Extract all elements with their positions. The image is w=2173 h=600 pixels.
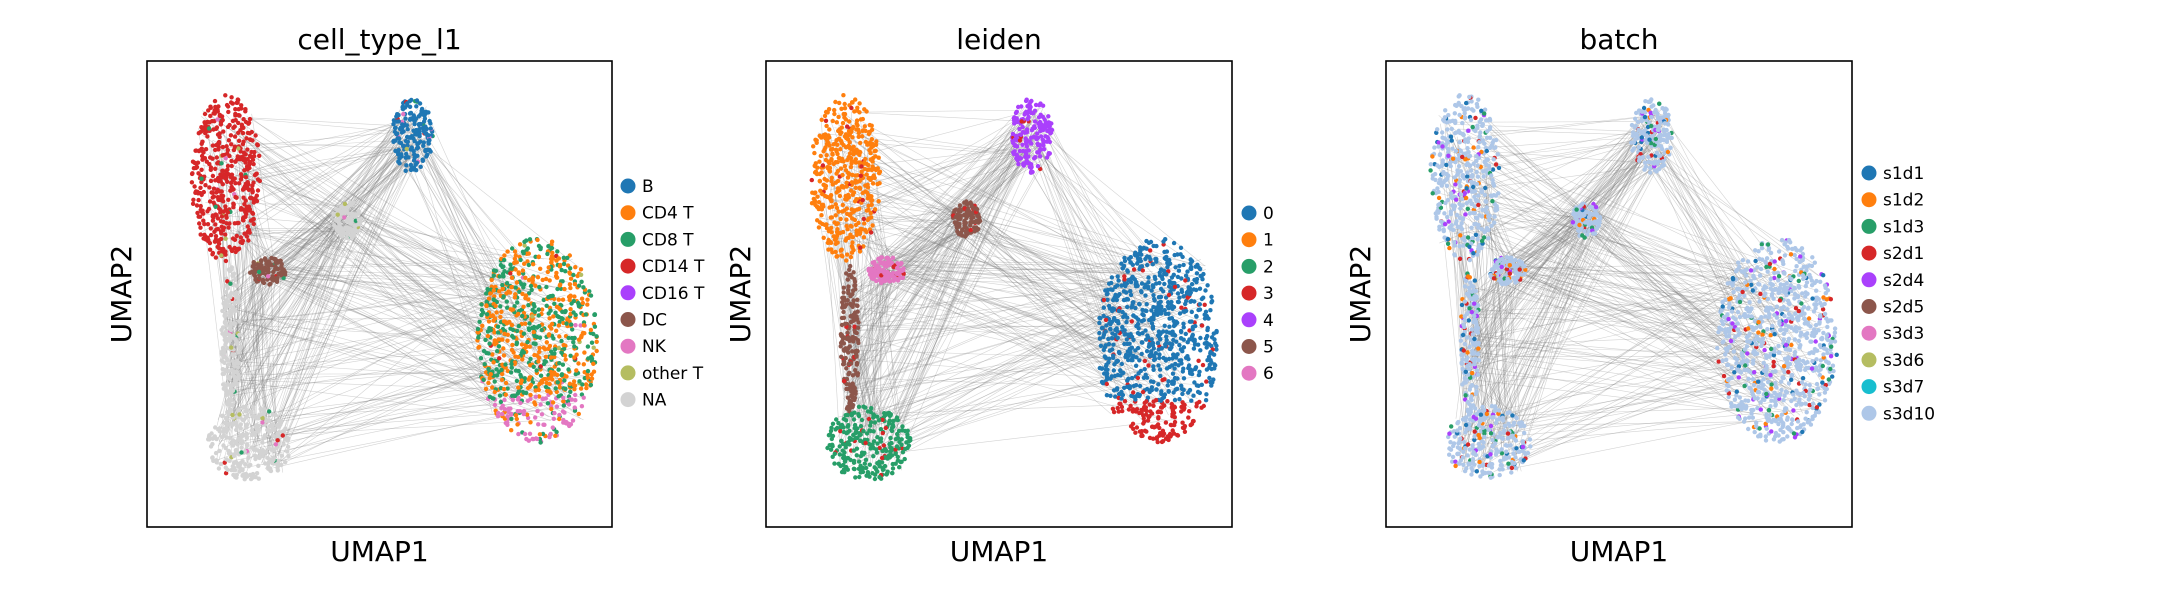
panel-2: batchUMAP1UMAP2s1d1s1d2s1d3s2d1s2d4s2d5s… — [1344, 23, 1935, 568]
legend-marker — [620, 392, 636, 408]
legend-label: NA — [642, 391, 667, 411]
x-axis-label: UMAP1 — [330, 535, 429, 568]
legend-label: 4 — [1263, 311, 1274, 331]
panel-title: batch — [1579, 23, 1658, 56]
legend-label: s3d3 — [1883, 324, 1924, 344]
points — [189, 93, 599, 482]
legend-label: 1 — [1263, 231, 1274, 251]
legend-marker — [620, 285, 636, 301]
legend-label: s3d10 — [1883, 404, 1935, 424]
legend-marker — [1241, 365, 1257, 381]
legend-marker — [620, 205, 636, 221]
axes-frame — [765, 60, 1233, 528]
panel-1: leiden UMAP1 UMAP2 0 1 2 3 4 5 6 — [724, 23, 1274, 568]
legend-label: CD14 T — [642, 257, 705, 277]
axes-frame — [146, 60, 613, 528]
legend-label: 6 — [1263, 364, 1274, 384]
legend-label: s2d5 — [1883, 298, 1924, 318]
legend-marker — [1241, 232, 1257, 248]
legend-marker — [1861, 218, 1877, 234]
legend-label: 3 — [1263, 284, 1274, 304]
legend: B CD4 T CD8 T CD14 T CD16 T DC NK other T NA — [620, 177, 705, 411]
legend-label: CD4 T — [642, 204, 694, 224]
legend-label: 5 — [1263, 338, 1274, 358]
legend-label: DC — [642, 311, 667, 331]
legend-marker — [1861, 245, 1877, 261]
legend-marker — [1861, 405, 1877, 421]
points — [1428, 93, 1839, 480]
x-axis-label: UMAP1 — [1570, 535, 1669, 568]
y-axis-label: UMAP2 — [105, 245, 138, 344]
legend-marker — [1241, 205, 1257, 221]
legend-label: CD16 T — [642, 284, 705, 304]
legend-marker — [620, 365, 636, 381]
legend-marker — [1861, 192, 1877, 208]
legend-label: NK — [642, 337, 667, 357]
legend-marker — [620, 338, 636, 354]
legend-label: s1d1 — [1883, 164, 1924, 184]
points — [809, 93, 1219, 482]
legend-marker — [620, 312, 636, 327]
legend-label: s2d4 — [1883, 271, 1924, 291]
legend-marker — [620, 178, 636, 194]
panel-title: cell_type_l1 — [297, 23, 461, 56]
legend-marker — [1861, 352, 1877, 368]
legend-label: s3d6 — [1883, 351, 1924, 371]
legend-label: s1d3 — [1883, 217, 1924, 237]
legend-marker — [1241, 339, 1257, 354]
legend-label: CD8 T — [642, 230, 694, 250]
legend-marker — [1861, 165, 1877, 181]
legend: s1d1 s1d2 s1d3 s2d1 s2d4 s2d5 s3d3 s3d6 s3d7 s3d1… — [1861, 164, 1935, 424]
legend-marker — [1861, 299, 1877, 314]
legend-label: 2 — [1263, 257, 1274, 277]
legend-marker — [1861, 272, 1877, 288]
legend-label: s2d1 — [1883, 244, 1924, 264]
legend-marker — [1241, 258, 1257, 274]
legend: 0 1 2 3 4 5 6 — [1241, 204, 1274, 384]
panel-title: leiden — [956, 23, 1042, 56]
panel-0: cell_type_l1 UMAP1 UMAP2 B CD4 T CD8 T CD14 T C… — [105, 23, 705, 568]
legend-label: B — [642, 177, 654, 197]
legend-label: other T — [642, 364, 704, 384]
y-axis-label: UMAP2 — [1344, 245, 1377, 344]
legend-marker — [1241, 285, 1257, 301]
legend-marker — [620, 231, 636, 247]
legend-marker — [1861, 325, 1877, 341]
legend-label: 0 — [1263, 204, 1274, 224]
x-axis-label: UMAP1 — [950, 535, 1049, 568]
axes-frame — [1385, 60, 1853, 528]
legend-marker — [1861, 379, 1877, 395]
legend-marker — [1241, 312, 1257, 328]
legend-marker — [620, 258, 636, 274]
legend-label: s3d7 — [1883, 378, 1924, 398]
legend-label: s1d2 — [1883, 191, 1924, 211]
y-axis-label: UMAP2 — [724, 245, 757, 344]
